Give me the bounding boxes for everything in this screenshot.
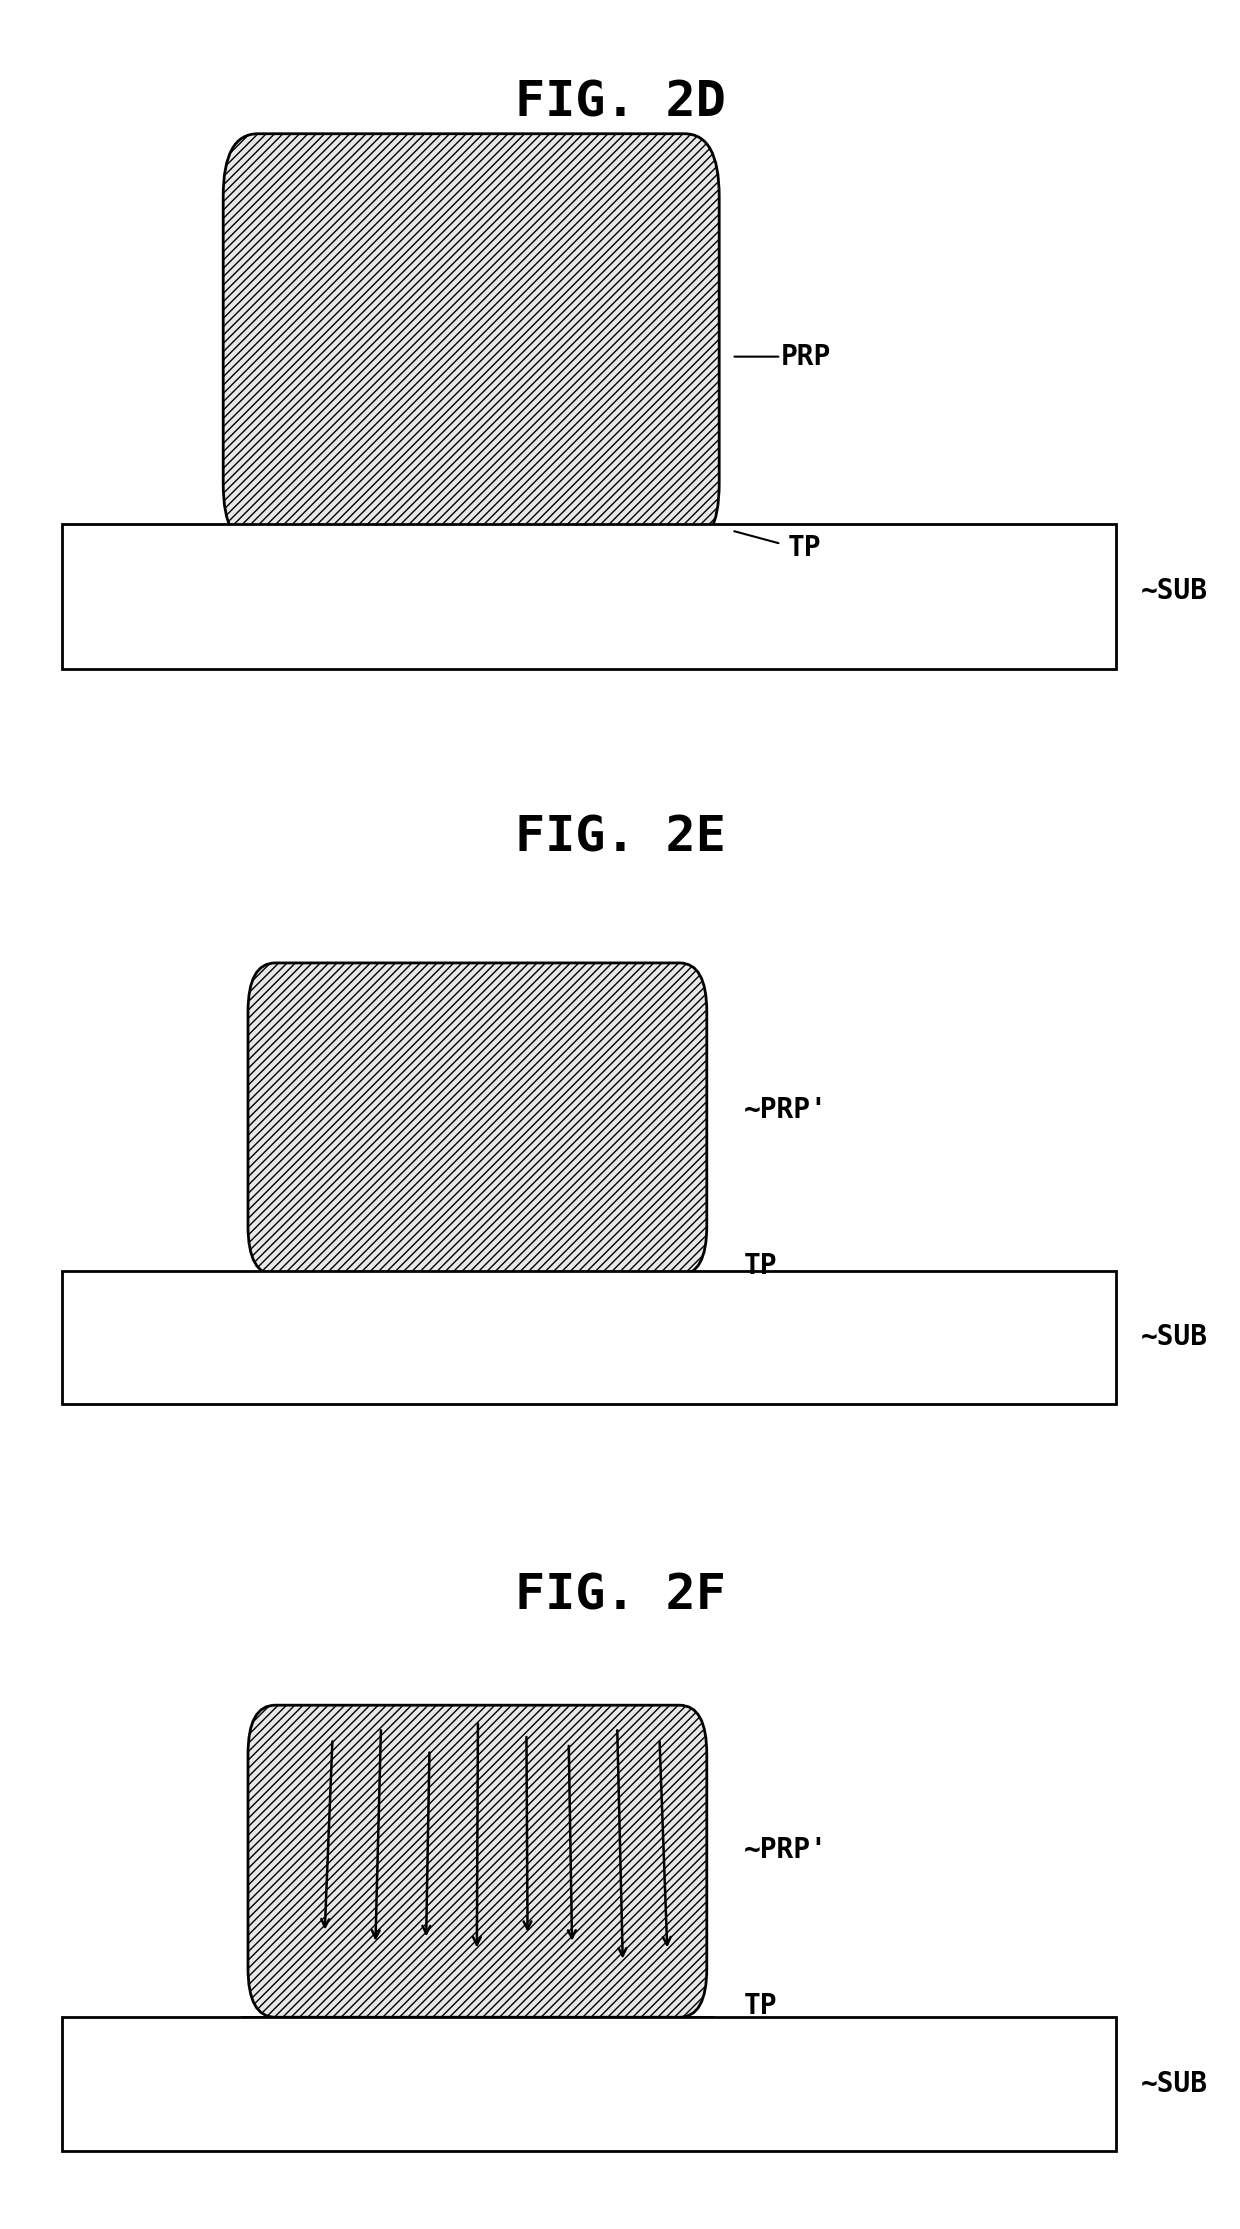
Text: ~SUB: ~SUB	[1141, 577, 1208, 604]
Text: TP: TP	[744, 1993, 777, 2019]
Bar	[217, 546, 725, 586]
Text: ~SUB: ~SUB	[1141, 2071, 1208, 2097]
Bar	[62, 524, 1116, 669]
Text: FIG. 2E: FIG. 2E	[515, 814, 725, 863]
Text: PRP: PRP	[781, 343, 832, 370]
Bar	[242, 1275, 713, 1311]
FancyBboxPatch shape	[248, 1705, 707, 2017]
FancyBboxPatch shape	[248, 963, 707, 1275]
Text: TP: TP	[787, 535, 821, 562]
Bar	[62, 2017, 1116, 2151]
Bar	[242, 2017, 713, 2053]
Text: TP: TP	[744, 1253, 777, 1279]
Text: ~PRP': ~PRP'	[744, 1837, 828, 1863]
Bar	[62, 1271, 1116, 1404]
Text: ~SUB: ~SUB	[1141, 1324, 1208, 1351]
Text: ~PRP': ~PRP'	[744, 1097, 828, 1123]
Text: FIG. 2D: FIG. 2D	[515, 78, 725, 127]
FancyBboxPatch shape	[223, 134, 719, 546]
Text: FIG. 2F: FIG. 2F	[515, 1571, 725, 1620]
